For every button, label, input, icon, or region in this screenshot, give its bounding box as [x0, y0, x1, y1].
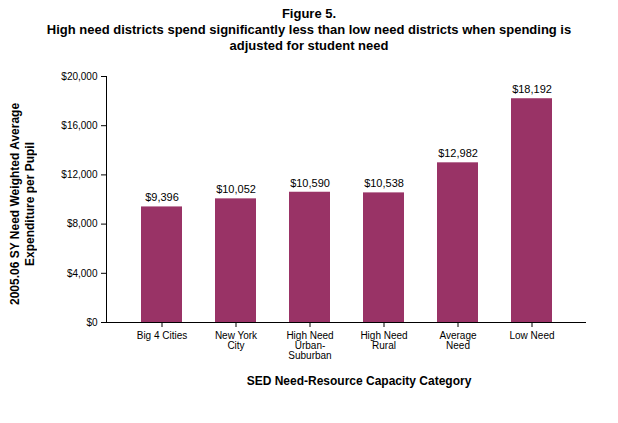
- svg-text:$12,000: $12,000: [61, 169, 98, 180]
- html-text:2005.06 SY Need Weighted Avera: 2005.06 SY Need Weighted Average Expendi…: [8, 103, 37, 306]
- svg-text:$16,000: $16,000: [61, 120, 98, 131]
- svg-text:High NeedRural: High NeedRural: [360, 330, 407, 351]
- svg-text:$8,000: $8,000: [67, 218, 98, 229]
- svg-text:$0: $0: [86, 317, 98, 328]
- svg-text:$12,982: $12,982: [438, 147, 478, 159]
- svg-text:$10,538: $10,538: [364, 177, 404, 189]
- svg-text:$9,396: $9,396: [145, 191, 179, 203]
- html-text:Figure 5.: Figure 5.: [281, 6, 337, 21]
- html-text:High need districts spend sign: High need districts spend significantly …: [46, 22, 572, 53]
- svg-text:High NeedUrban-Suburban: High NeedUrban-Suburban: [286, 330, 333, 361]
- svg-text:$4,000: $4,000: [67, 268, 98, 279]
- svg-text:$18,192: $18,192: [512, 83, 552, 95]
- svg-text:AverageNeed: AverageNeed: [439, 330, 477, 351]
- svg-text:$20,000: $20,000: [61, 71, 98, 82]
- svg-text:Big 4 Cities: Big 4 Cities: [137, 330, 188, 341]
- svg-text:Low Need: Low Need: [509, 330, 554, 341]
- svg-text:$10,052: $10,052: [216, 183, 256, 195]
- html-text:SED Need-Resource Capacity Cat: SED Need-Resource Capacity Category: [246, 374, 472, 388]
- svg-text:$10,590: $10,590: [290, 177, 330, 189]
- svg-text:New YorkCity: New YorkCity: [215, 330, 258, 351]
